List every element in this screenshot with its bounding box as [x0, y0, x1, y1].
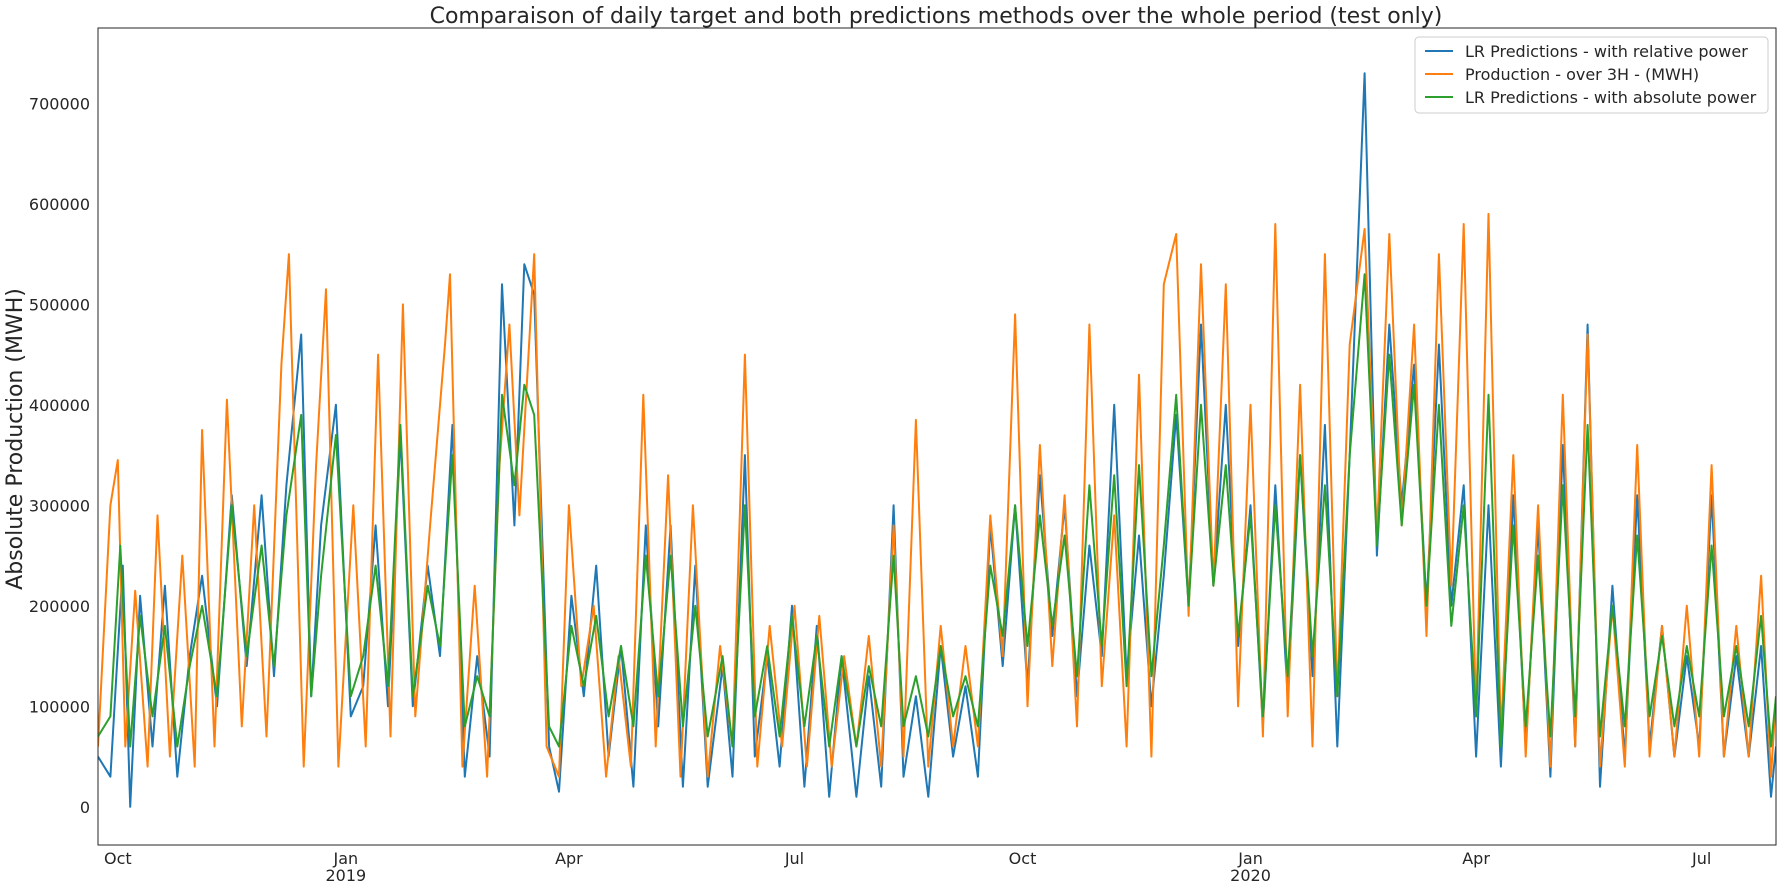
series-line-3 — [98, 273, 1776, 748]
y-tick-label: 200000 — [29, 597, 90, 616]
y-axis-ticks: 0 100000 200000 300000 400000 500000 600000 700… — [29, 94, 90, 816]
plot-area-frame — [97, 27, 1777, 846]
y-tick-label: 700000 — [29, 94, 90, 113]
y-tick-label: 600000 — [29, 195, 90, 214]
y-axis-label: Absolute Production (MWH) — [3, 288, 28, 590]
x-tick-label: Apr — [555, 849, 583, 868]
x-tick-label: Oct — [1009, 849, 1037, 868]
x-tick-label: Jul — [784, 849, 804, 868]
x-tick-label: Jan — [1237, 849, 1263, 868]
x-tick-label: Jan — [333, 849, 359, 868]
x-tick-label: Oct — [104, 849, 132, 868]
x-tick-label: Jul — [1691, 849, 1711, 868]
x-tick-label: Apr — [1462, 849, 1490, 868]
series-layer — [98, 72, 1776, 808]
y-tick-label: 400000 — [29, 396, 90, 415]
legend-box — [1414, 36, 1769, 114]
legend-label: LR Predictions - with absolute power — [1465, 88, 1757, 107]
chart-title: Comparaison of daily target and both pre… — [430, 4, 1443, 29]
x-tick-year-label: 2020 — [1230, 866, 1271, 885]
legend: LR Predictions - with relative power Prod… — [1414, 36, 1769, 114]
legend-label: Production - over 3H - (MWH) — [1465, 65, 1699, 84]
legend-label: LR Predictions - with relative power — [1465, 42, 1748, 61]
y-tick-label: 500000 — [29, 295, 90, 314]
y-tick-label: 100000 — [29, 697, 90, 716]
x-tick-year-label: 2019 — [325, 866, 366, 885]
y-tick-label: 300000 — [29, 496, 90, 515]
y-tick-label: 0 — [80, 798, 90, 817]
